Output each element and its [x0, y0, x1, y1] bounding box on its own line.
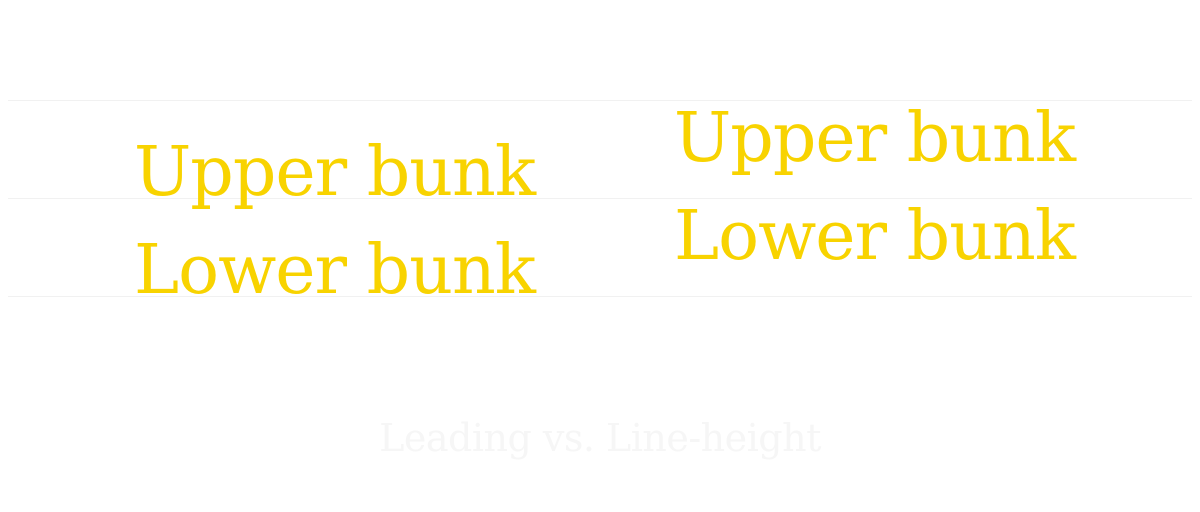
- line-height-sample: Upper bunk Lower bunk: [674, 90, 1076, 286]
- upper-bunk-text: Upper bunk: [134, 133, 536, 212]
- lower-bunk-text: Lower bunk: [674, 197, 1076, 276]
- guide-line-top: [8, 100, 1192, 101]
- caption: Leading vs. Line-height: [379, 416, 821, 460]
- lower-bunk-text: Lower bunk: [134, 231, 536, 310]
- guide-line-bottom: [8, 296, 1192, 297]
- upper-bunk-text: Upper bunk: [674, 99, 1076, 178]
- guide-line-middle: [8, 198, 1192, 199]
- leading-sample: Upper bunk Lower bunk: [134, 124, 536, 320]
